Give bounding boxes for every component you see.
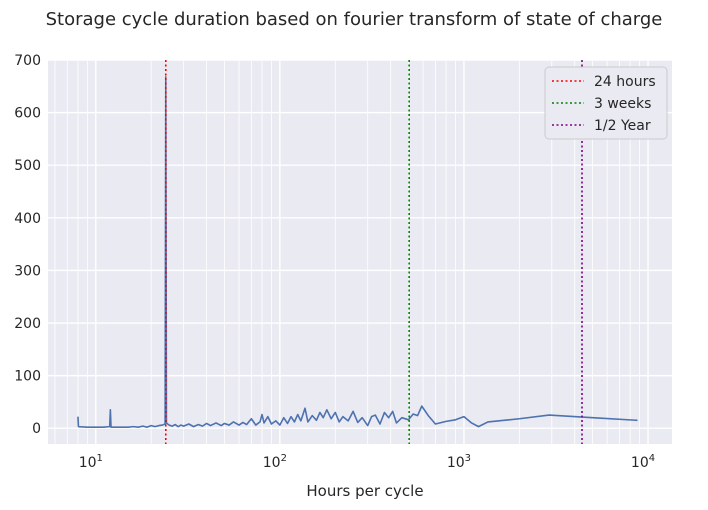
y-tick-label: 0 [32, 421, 41, 437]
series-line-0 [77, 76, 638, 428]
x-tick-label: 101 [79, 453, 103, 471]
major-gridlines [48, 59, 672, 444]
legend-box [544, 66, 668, 140]
y-tick-label: 100 [14, 369, 41, 385]
y-tick-label: 300 [14, 263, 41, 279]
x-tick-label: 103 [447, 453, 471, 471]
x-tick-label: 104 [631, 453, 655, 471]
y-axis-ticks: 0 100 200 300 400 500 600 700 [14, 53, 41, 437]
x-axis-ticks: 101 102 103 104 [79, 453, 655, 471]
series-layer [77, 76, 638, 428]
legend: 24 hours 3 weeks 1/2 Year [544, 66, 668, 140]
chart-title: Storage cycle duration based on fourier … [46, 9, 663, 30]
x-axis-label: Hours per cycle [306, 482, 423, 500]
y-tick-label: 400 [14, 211, 41, 227]
x-tick-label: 102 [263, 453, 287, 471]
legend-label-0: 24 hours [594, 74, 656, 90]
minor-gridlines [54, 60, 640, 444]
y-tick-label: 200 [14, 316, 41, 332]
y-tick-label: 600 [14, 106, 41, 122]
legend-label-2: 1/2 Year [594, 118, 651, 134]
y-tick-label: 700 [14, 53, 41, 69]
y-tick-label: 500 [14, 158, 41, 174]
legend-label-1: 3 weeks [594, 96, 651, 112]
